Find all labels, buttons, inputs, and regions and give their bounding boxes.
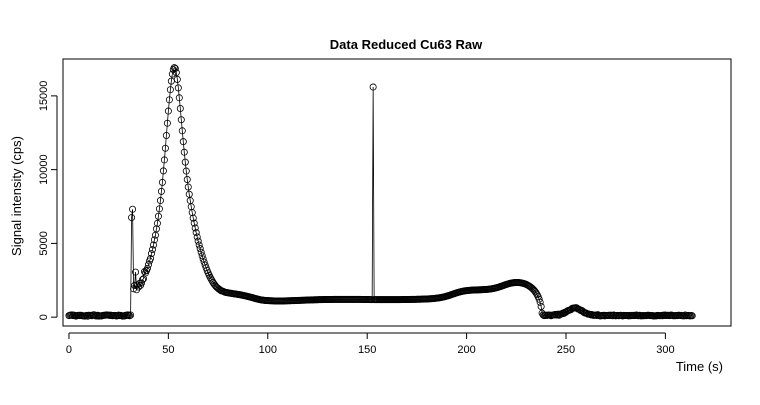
data-point <box>196 245 204 253</box>
y-tick-label: 5000 <box>38 231 50 255</box>
data-point <box>129 205 137 213</box>
data-point <box>162 131 170 139</box>
data-point <box>177 116 185 124</box>
data-point <box>178 127 186 135</box>
data-point <box>688 312 696 320</box>
data-point <box>153 219 161 227</box>
data-point <box>138 279 146 287</box>
y-axis-label: Signal intensity (cps) <box>9 136 24 256</box>
data-point <box>150 236 158 244</box>
data-point <box>134 281 142 289</box>
data-point <box>127 311 135 319</box>
data-point <box>199 255 207 263</box>
data-point <box>172 69 180 77</box>
data-point <box>188 209 196 217</box>
data-point <box>160 156 168 164</box>
data-point <box>206 273 214 281</box>
data-point <box>197 248 205 256</box>
data-point <box>154 212 162 220</box>
data-point <box>148 246 156 254</box>
data-point <box>189 214 197 222</box>
data-point <box>139 276 147 284</box>
y-tick-label: 15000 <box>38 81 50 112</box>
x-tick-label: 150 <box>358 344 376 356</box>
x-tick-label: 50 <box>162 344 174 356</box>
data-point <box>157 187 165 195</box>
data-point <box>191 224 199 232</box>
x-tick-label: 0 <box>66 344 72 356</box>
data-point <box>159 167 167 175</box>
data-point <box>184 183 192 191</box>
plot-frame <box>62 58 732 327</box>
data-point <box>174 84 182 92</box>
data-point <box>125 311 133 319</box>
data-point <box>165 96 173 104</box>
data-point <box>147 250 155 258</box>
data-point <box>192 229 200 237</box>
data-point <box>149 241 157 249</box>
data-point <box>535 295 543 303</box>
data-point <box>537 302 545 310</box>
data-point <box>176 104 184 112</box>
data-point <box>171 64 179 72</box>
data-point <box>175 94 183 102</box>
data-point <box>130 285 138 293</box>
data-point <box>173 75 181 83</box>
x-tick-label: 200 <box>457 344 475 356</box>
y-axis: 0 5000 10000 15000 <box>38 81 58 320</box>
data-point <box>207 275 215 283</box>
x-axis: 0 50 100 150 200 250 300 <box>66 332 675 356</box>
data-point <box>166 86 174 94</box>
data-point <box>164 107 172 115</box>
data-point <box>198 252 206 260</box>
data-point <box>179 138 187 146</box>
data-point <box>182 167 190 175</box>
data-point <box>128 214 136 222</box>
data-point <box>195 241 203 249</box>
data-point <box>369 83 377 91</box>
y-tick-label: 10000 <box>38 154 50 185</box>
data-point <box>532 289 540 297</box>
x-tick-label: 300 <box>656 344 674 356</box>
data-point <box>132 268 140 276</box>
data-point <box>155 205 163 213</box>
data-point <box>161 144 169 152</box>
data-point <box>536 298 544 306</box>
data-point <box>156 197 164 205</box>
x-axis-label: Time (s) <box>676 359 723 374</box>
data-point <box>143 264 151 272</box>
data-point <box>146 255 154 263</box>
data-point <box>181 158 189 166</box>
data-point <box>158 178 166 186</box>
x-tick-label: 250 <box>557 344 575 356</box>
data-point <box>194 237 202 245</box>
series-line <box>68 67 693 317</box>
data-point <box>170 64 178 72</box>
data-point <box>183 175 191 183</box>
data-point <box>126 312 134 320</box>
data-point <box>190 219 198 227</box>
data-point <box>144 261 152 269</box>
y-tick-label: 0 <box>38 314 50 320</box>
data-point <box>180 148 188 156</box>
data-point <box>163 119 171 127</box>
data-series <box>65 64 696 320</box>
data-point <box>168 70 176 78</box>
data-point <box>193 233 201 241</box>
chart-title: Data Reduced Cu63 Raw <box>330 37 483 52</box>
data-point <box>152 225 160 233</box>
x-tick-label: 100 <box>259 344 277 356</box>
